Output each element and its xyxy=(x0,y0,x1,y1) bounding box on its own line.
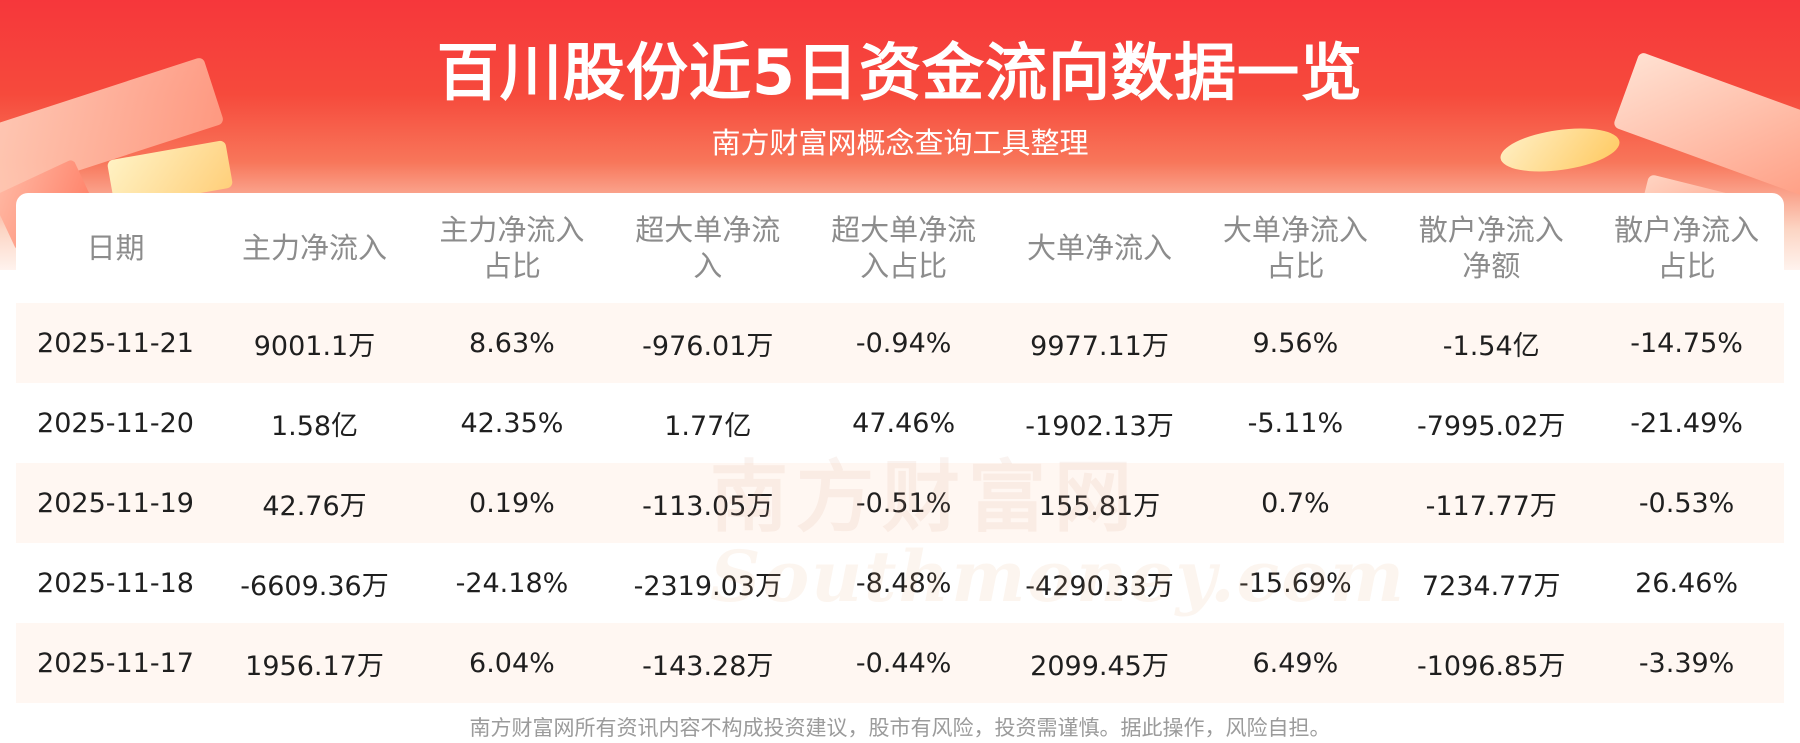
value-cell: -143.28万 xyxy=(609,623,806,703)
value-cell: 0.19% xyxy=(414,463,610,543)
value-cell: 7234.77万 xyxy=(1393,543,1590,623)
value-cell: 9.56% xyxy=(1197,303,1394,383)
value-cell: -24.18% xyxy=(414,543,610,623)
column-header-line: 散户净流入 xyxy=(1614,213,1760,247)
table-row: 2025-11-21 9001.1万 8.63% -976.01万 -0.94% 9977… xyxy=(16,303,1784,383)
header-row: 日期 主力净流入 主力净流入 占比 超大单净流入超大单净流 入占比 大单净流入 大单净流入 占比… xyxy=(16,193,1784,303)
table-row: 2025-11-18 -6609.36万 -24.18% -2319.03万 -8.48… xyxy=(16,543,1784,623)
value-cell: -0.51% xyxy=(805,463,1002,543)
table-row: 2025-11-17 1956.17万 6.04% -143.28万 -0.44% 209… xyxy=(16,623,1784,703)
value-cell: 8.63% xyxy=(414,303,610,383)
column-header: 大单净流入 占比 xyxy=(1197,193,1393,303)
value-cell: -4290.33万 xyxy=(1001,543,1198,623)
column-header: 散户净流入 净额 xyxy=(1393,193,1589,303)
column-header-line: 散户净流入 xyxy=(1418,213,1564,247)
value-cell: 26.46% xyxy=(1589,543,1784,623)
column-header-line: 占比 xyxy=(482,249,541,283)
disclaimer-text: 南方财富网所有资讯内容不构成投资建议，股市有风险，投资需谨慎。据此操作，风险自担… xyxy=(469,716,1331,740)
value-cell: -21.49% xyxy=(1589,383,1784,463)
value-cell: 1.58亿 xyxy=(215,383,414,463)
column-header-line: 占比 xyxy=(1266,249,1325,283)
value-cell: 6.04% xyxy=(414,623,610,703)
date-cell: 2025-11-19 xyxy=(16,463,215,543)
column-header-line: 超大单净流 xyxy=(635,213,781,247)
column-header-line: 净额 xyxy=(1462,249,1521,283)
column-header-line: 入 xyxy=(693,249,723,283)
column-header-line: 日期 xyxy=(86,231,145,265)
column-header-line: 大单净流入 xyxy=(1027,231,1173,265)
column-header: 主力净流入 xyxy=(215,193,414,303)
column-header: 日期 xyxy=(16,193,215,303)
value-cell: -14.75% xyxy=(1589,303,1784,383)
column-header-line: 主力净流入 xyxy=(439,213,585,247)
value-cell: 0.7% xyxy=(1197,463,1394,543)
value-cell: -5.11% xyxy=(1197,383,1394,463)
table-body: 2025-11-21 9001.1万 8.63% -976.01万 -0.94% 9977… xyxy=(16,303,1784,703)
page-title: 百川股份近5日资金流向数据一览 xyxy=(436,36,1364,109)
date-cell: 2025-11-18 xyxy=(16,543,215,623)
column-header-line: 占比 xyxy=(1657,249,1716,283)
table-row: 2025-11-20 1.58亿 42.35% 1.77亿 47.46% -1902.13… xyxy=(16,383,1784,463)
value-cell: 1.77亿 xyxy=(609,383,806,463)
value-cell: 155.81万 xyxy=(1001,463,1198,543)
date-cell: 2025-11-17 xyxy=(16,623,215,703)
column-header: 散户净流入 占比 xyxy=(1589,193,1784,303)
value-cell: -0.53% xyxy=(1589,463,1784,543)
fund-flow-table: 日期 主力净流入 主力净流入 占比 超大单净流入超大单净流 入占比 大单净流入 大单净流入 占比… xyxy=(16,193,1784,703)
value-cell: -15.69% xyxy=(1197,543,1394,623)
value-cell: -1096.85万 xyxy=(1393,623,1590,703)
table-header: 日期 主力净流入 主力净流入 占比 超大单净流入超大单净流 入占比 大单净流入 大单净流入 占比… xyxy=(16,193,1784,303)
value-cell: -976.01万 xyxy=(609,303,806,383)
value-cell: -0.94% xyxy=(805,303,1002,383)
value-cell: -117.77万 xyxy=(1393,463,1590,543)
column-header-line: 入占比 xyxy=(860,249,948,283)
column-header-line: 超大单净流 xyxy=(831,213,977,247)
value-cell: 9001.1万 xyxy=(215,303,414,383)
column-header-line: 主力净流入 xyxy=(241,231,387,265)
value-cell: 47.46% xyxy=(805,383,1002,463)
date-cell: 2025-11-20 xyxy=(16,383,215,463)
value-cell: -1.54亿 xyxy=(1393,303,1590,383)
value-cell: 2099.45万 xyxy=(1001,623,1198,703)
value-cell: -7995.02万 xyxy=(1393,383,1590,463)
value-cell: -1902.13万 xyxy=(1001,383,1198,463)
value-cell: -3.39% xyxy=(1589,623,1784,703)
value-cell: -0.44% xyxy=(805,623,1002,703)
column-header-line: 大单净流入 xyxy=(1222,213,1368,247)
column-header: 主力净流入 占比 xyxy=(414,193,610,303)
value-cell: -113.05万 xyxy=(609,463,806,543)
date-cell: 2025-11-21 xyxy=(16,303,215,383)
table-row: 2025-11-19 42.76万 0.19% -113.05万 -0.51% 155.8… xyxy=(16,463,1784,543)
column-header: 大单净流入 xyxy=(1002,193,1198,303)
column-header: 超大单净流 入占比 xyxy=(806,193,1002,303)
value-cell: 6.49% xyxy=(1197,623,1394,703)
value-cell: -6609.36万 xyxy=(215,543,414,623)
column-header: 超大单净流入 xyxy=(610,193,806,303)
value-cell: 42.76万 xyxy=(215,463,414,543)
value-cell: 1956.17万 xyxy=(215,623,414,703)
value-cell: -2319.03万 xyxy=(609,543,806,623)
page-subtitle: 南方财富网概念查询工具整理 xyxy=(711,126,1089,160)
value-cell: 9977.11万 xyxy=(1001,303,1198,383)
value-cell: -8.48% xyxy=(805,543,1002,623)
value-cell: 42.35% xyxy=(414,383,610,463)
